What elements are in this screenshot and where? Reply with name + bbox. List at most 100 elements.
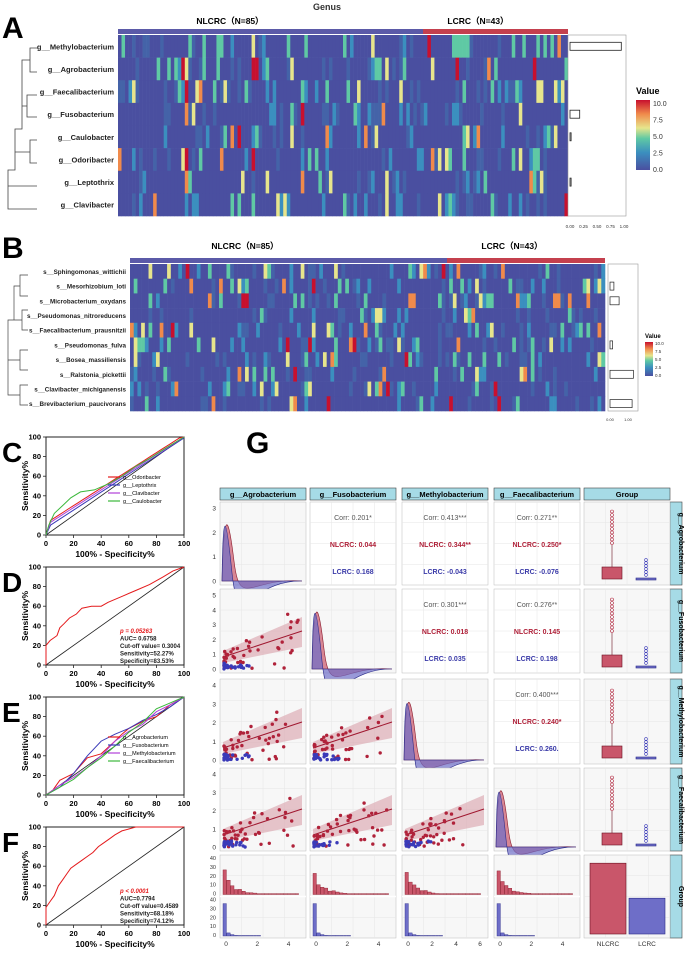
heatmap-cell [128, 125, 133, 149]
heatmap-cell [184, 148, 189, 172]
heatmap-cell [487, 170, 491, 194]
scatter-point-nlcrc [340, 738, 345, 742]
scatter-point-lcrc [226, 754, 230, 758]
heatmap-cell [525, 102, 530, 126]
heatmap-cell [346, 80, 351, 104]
heatmap-cell [142, 35, 147, 58]
heatmap-cell [256, 293, 261, 309]
x-tick-label: 4 [377, 941, 381, 948]
scatter-point-nlcrc [283, 722, 288, 726]
heatmap-cell [267, 293, 272, 309]
heatmap-cell [441, 396, 446, 412]
heatmap-cell [449, 322, 454, 338]
heatmap-cell [534, 396, 539, 412]
heatmap-cell [267, 322, 272, 338]
y-tick-label: 20 [33, 771, 41, 780]
heatmap-cell [304, 352, 309, 368]
hist-bar-nlcrc [287, 893, 292, 895]
heatmap-cell [597, 308, 602, 324]
hist-bar-lcrc [230, 934, 235, 937]
heatmap-cell [300, 57, 305, 81]
heatmap-cell [455, 102, 460, 126]
heatmap-cell [352, 308, 357, 324]
heatmap-cell [196, 264, 201, 279]
heatmap-cell [241, 381, 246, 397]
heatmap-cell [437, 170, 442, 194]
heatmap-cell [167, 148, 172, 172]
heatmap-cell [156, 102, 161, 126]
x-tick-label: 80 [152, 929, 160, 938]
heatmap-cell [423, 148, 428, 172]
heatmap-cell [486, 396, 491, 412]
heatmap-cell [397, 352, 402, 368]
heatmap-cell [300, 308, 305, 324]
heatmap-cell [501, 337, 506, 353]
heatmap-cell [419, 308, 424, 324]
scatter-point-nlcrc [274, 757, 278, 761]
heatmap-cell [345, 396, 350, 412]
heatmap-cell [543, 148, 548, 172]
heatmap-cell [448, 193, 453, 217]
heatmap-cell [152, 322, 157, 338]
legend-tick-label: 2.5 [655, 365, 662, 370]
heatmap-cell [371, 396, 376, 412]
y-tick-label: 100 [28, 433, 41, 442]
heatmap-cell [290, 170, 295, 194]
heatmap-cell [571, 293, 576, 309]
heatmap-cell [274, 381, 279, 397]
heatmap-cell [258, 102, 263, 126]
heatmap-cell [385, 80, 390, 104]
heatmap-cell [191, 80, 196, 104]
heatmap-cell [490, 57, 495, 81]
heatmap-cell [413, 125, 418, 149]
heatmap-cell [177, 148, 182, 172]
heatmap-cell [353, 148, 358, 172]
heatmap-cell [556, 278, 561, 294]
heatmap-cell [163, 148, 168, 172]
heatmap-cell [560, 352, 565, 368]
x-tick-label: 0 [44, 539, 48, 548]
heatmap-cell [319, 322, 324, 338]
heatmap-cell [452, 293, 457, 309]
heatmap-cell [586, 293, 591, 309]
heatmap-cell [170, 148, 175, 172]
heatmap-cell [252, 293, 257, 309]
heatmap-cell [455, 35, 460, 58]
heatmap-cell [489, 366, 494, 382]
heatmap-cell [504, 396, 509, 412]
scatter-point-nlcrc [231, 743, 235, 747]
heatmap-cell [367, 264, 372, 279]
heatmap-cell [497, 102, 502, 126]
heatmap-cell [279, 35, 284, 58]
heatmap-cell [490, 35, 495, 58]
heatmap-cell [416, 102, 421, 126]
legend-a-title: Value [636, 86, 660, 96]
heatmap-cell [296, 322, 301, 338]
heatmap-cell [430, 322, 435, 338]
heatmap-cell [523, 337, 528, 353]
heatmap-cell [178, 366, 183, 382]
heatmap-cell [381, 80, 386, 104]
heatmap-cell [419, 352, 424, 368]
y-tick-label: 40 [33, 881, 41, 890]
heatmap-cell [597, 396, 602, 412]
heatmap-cell [248, 80, 252, 104]
heatmap-cell [272, 102, 277, 126]
heatmap-cell [212, 125, 217, 149]
heatmap-cell [434, 381, 439, 397]
heatmap-cell [314, 35, 319, 58]
outlier [610, 516, 614, 521]
scatter-point-nlcrc [283, 810, 288, 815]
heatmap-cell [279, 125, 284, 149]
y-tick-label: 2 [212, 720, 216, 727]
heatmap-cell [283, 193, 288, 217]
scatter-point-nlcrc [313, 749, 317, 753]
scatter-point-nlcrc [231, 829, 236, 833]
heatmap-cell [149, 57, 154, 81]
scatter-point-nlcrc [223, 649, 227, 654]
heatmap-cell [360, 337, 365, 353]
heatmap-cell [204, 337, 209, 353]
scatter-point-nlcrc [250, 666, 254, 670]
scatter-point-nlcrc [347, 757, 351, 762]
heatmap-cell [198, 193, 203, 217]
